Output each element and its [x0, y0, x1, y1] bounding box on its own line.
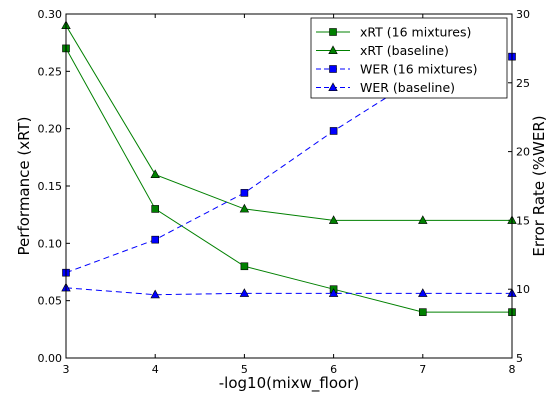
legend-label: xRT (baseline) — [360, 43, 449, 58]
legend-label: WER (baseline) — [360, 80, 455, 95]
x-tick-label: 6 — [330, 363, 337, 376]
series-1-line — [66, 25, 512, 221]
legend-marker — [329, 28, 337, 36]
x-tick-label: 8 — [509, 363, 516, 376]
legend-marker — [328, 45, 338, 55]
series-3-point — [239, 288, 250, 297]
legend-box — [310, 17, 508, 99]
series-0-point — [418, 308, 427, 316]
series-2-point — [329, 127, 338, 135]
x-axis-label: -log10(mixw_floor) — [219, 374, 359, 393]
y-right-tick-label: 20 — [516, 146, 530, 159]
series-0-point — [240, 262, 249, 271]
legend-marker — [328, 82, 338, 91]
series-0-line — [66, 48, 512, 313]
series-2-point — [151, 235, 159, 244]
series-1-point — [328, 215, 339, 224]
series-1-point — [150, 169, 160, 179]
series-2-point — [240, 189, 249, 197]
series-1-point — [418, 215, 428, 224]
y-axis-right-label: Error Rate (%WER) — [530, 115, 548, 256]
y-left-tick-label: 0.05 — [38, 295, 63, 308]
y-right-tick-label: 15 — [516, 214, 530, 227]
x-tick-label: 5 — [241, 363, 248, 376]
y-left-tick-label: 0.20 — [38, 123, 63, 136]
series-0-point — [151, 205, 159, 213]
tick-labels: 3 4 5 6 7 8 0.00 0.05 0.10 0.15 0.20 0.25 0.30 5 10 15 2… — [38, 8, 531, 376]
plot-frame — [65, 13, 513, 359]
series-3-line — [66, 287, 512, 296]
x-tick-label: 7 — [419, 363, 426, 376]
y-right-tick-label: 5 — [516, 352, 523, 365]
y-left-tick-label: 0.25 — [38, 65, 63, 78]
y-axis-left-label: Performance (xRT) — [15, 117, 33, 256]
y-left-tick-label: 0.30 — [38, 8, 63, 21]
y-right-tick-label: 10 — [516, 283, 530, 296]
x-tick-label: 3 — [63, 363, 70, 376]
legend-label: xRT (16 mixtures) — [360, 25, 471, 40]
legend-marker — [329, 65, 337, 73]
series-1-point — [239, 203, 250, 213]
y-right-tick-label: 25 — [516, 77, 530, 90]
y-left-tick-label: 0.15 — [38, 180, 63, 193]
series-3-point — [418, 288, 428, 297]
y-left-tick-label: 0.10 — [38, 237, 63, 250]
x-tick-label: 4 — [152, 363, 159, 376]
legend: xRT (16 mixtures) xRT (baseline) WER (16 m… — [310, 17, 508, 99]
series-3-point — [328, 288, 339, 297]
y-right-tick-label: 30 — [516, 8, 530, 21]
y-left-tick-label: 0.00 — [38, 352, 63, 365]
legend-label: WER (16 mixtures) — [360, 62, 478, 77]
series-3-point — [150, 289, 160, 299]
